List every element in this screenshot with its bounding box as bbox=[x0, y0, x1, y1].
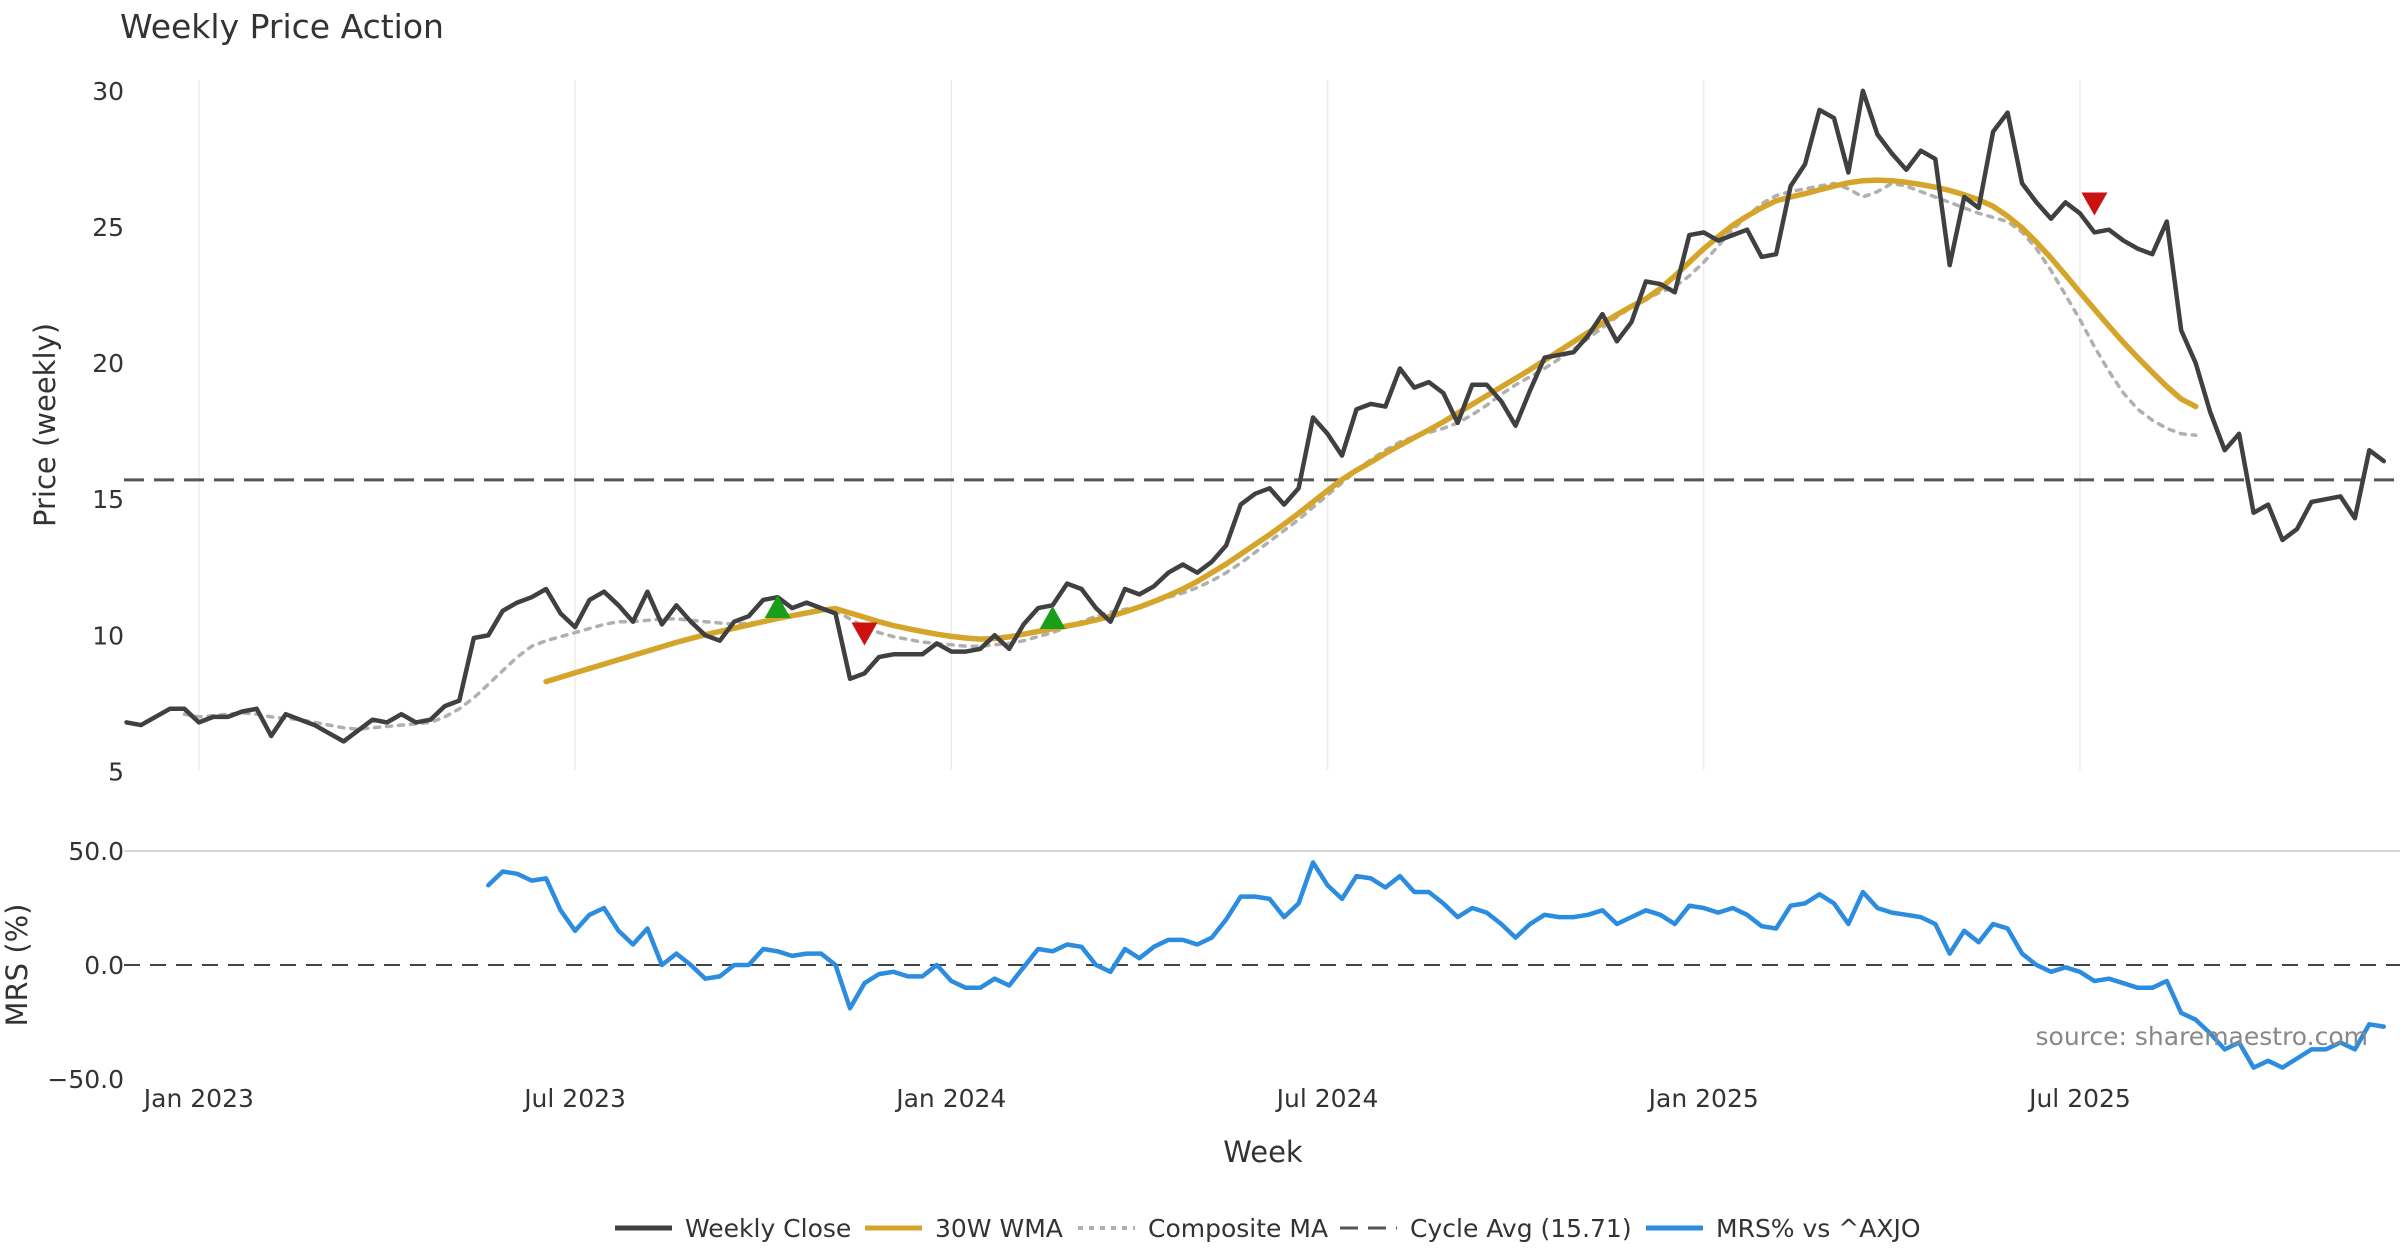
x-tick-label: Jul 2023 bbox=[522, 1084, 626, 1113]
x-tick-label: Jul 2025 bbox=[2027, 1084, 2131, 1113]
series-mrs bbox=[486, 860, 2387, 1070]
legend-label: 30W WMA bbox=[935, 1214, 1063, 1243]
mrs-y-tick-label: 0.0 bbox=[84, 951, 124, 980]
x-tick-label: Jan 2025 bbox=[1647, 1084, 1759, 1113]
price-y-tick-label: 15 bbox=[92, 485, 124, 514]
signal-markers bbox=[764, 192, 2108, 646]
legend-label: MRS% vs ^AXJO bbox=[1716, 1214, 1921, 1243]
x-ticks: Jan 2023 Jul 2023 Jan 2024 Jul 2024 Jan 2025… bbox=[142, 1084, 2131, 1113]
x-tick-label: Jan 2023 bbox=[142, 1084, 254, 1113]
x-axis-label: Week bbox=[1223, 1135, 1303, 1169]
legend-label: Composite MA bbox=[1148, 1214, 1328, 1243]
mrs-y-tick-label: −50.0 bbox=[47, 1065, 124, 1094]
buy-signal-marker bbox=[764, 595, 791, 619]
series-weekly-close bbox=[124, 88, 2387, 744]
source-note: source: sharemaestro.com bbox=[2036, 1022, 2369, 1051]
x-tick-label: Jan 2024 bbox=[894, 1084, 1006, 1113]
price-y-tick-label: 20 bbox=[92, 349, 124, 378]
price-y-ticks: 5 10 15 20 25 30 bbox=[92, 77, 124, 787]
price-y-tick-label: 30 bbox=[92, 77, 124, 106]
price-y-tick-label: 5 bbox=[108, 757, 124, 786]
price-gridlines bbox=[198, 80, 2081, 770]
x-tick-label: Jul 2024 bbox=[1275, 1084, 1379, 1113]
legend: Weekly Close 30W WMA Composite MA Cycle Avg… bbox=[615, 1214, 1921, 1243]
legend-label: Cycle Avg (15.71) bbox=[1410, 1214, 1632, 1243]
mrs-y-ticks: 50.0 0.0 −50.0 bbox=[47, 837, 124, 1094]
price-y-tick-label: 25 bbox=[92, 213, 124, 242]
legend-label: Weekly Close bbox=[685, 1214, 851, 1243]
mrs-series-group bbox=[486, 860, 2387, 1070]
sell-signal-marker bbox=[2081, 192, 2108, 216]
price-y-tick-label: 10 bbox=[92, 621, 124, 650]
buy-signal-marker bbox=[1039, 605, 1066, 629]
mrs-y-tick-label: 50.0 bbox=[68, 837, 124, 866]
mrs-y-axis-label: MRS (%) bbox=[0, 904, 34, 1027]
series-composite-ma bbox=[182, 181, 2198, 731]
price-series-group bbox=[124, 88, 2387, 744]
chart-title: Weekly Price Action bbox=[120, 7, 444, 46]
price-y-axis-label: Price (weekly) bbox=[28, 323, 62, 527]
sell-signal-marker bbox=[851, 622, 878, 646]
